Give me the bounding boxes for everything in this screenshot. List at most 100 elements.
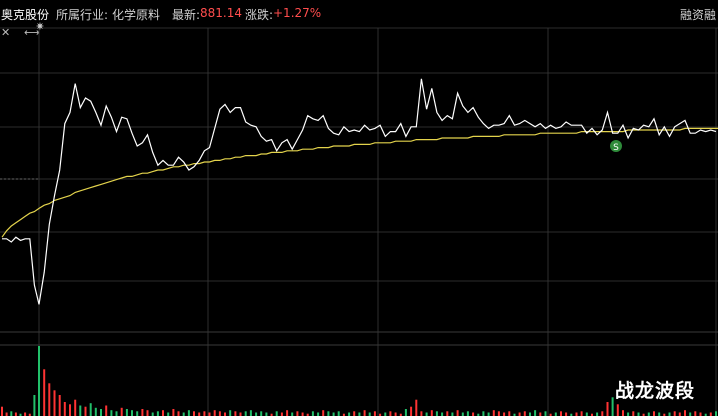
- last-price-value: 881.14: [200, 6, 242, 20]
- volume-bar: [327, 411, 330, 416]
- volume-bar: [596, 412, 599, 416]
- volume-bar: [100, 409, 102, 416]
- volume-bar: [492, 410, 495, 416]
- stock-name[interactable]: 奥克股份: [1, 8, 50, 22]
- volume-bar: [120, 407, 123, 416]
- volume-bar: [441, 412, 444, 416]
- volume-bar: [110, 410, 113, 416]
- volume-bar: [684, 410, 686, 416]
- volume-bar: [63, 402, 66, 416]
- volume-bar: [291, 412, 294, 416]
- volume-bar: [394, 412, 397, 416]
- volume-bar: [28, 413, 31, 416]
- volume-bar: [353, 411, 356, 416]
- volume-bar: [466, 411, 469, 416]
- volume-bar: [368, 412, 371, 416]
- volume-bar: [420, 411, 423, 416]
- volume-bar: [58, 395, 61, 416]
- volume-bar: [585, 412, 588, 416]
- volume-bar: [136, 411, 139, 416]
- volume-bar: [131, 410, 133, 416]
- volume-bar: [94, 407, 97, 416]
- volume-bar: [208, 412, 211, 416]
- close-icon[interactable]: ✕: [1, 26, 11, 39]
- volume-bar: [606, 402, 609, 416]
- volume-bar: [218, 411, 221, 416]
- change-value: +1.27%: [273, 6, 322, 20]
- volume-bar: [539, 412, 542, 416]
- industry-label: 所属行业:: [56, 8, 109, 22]
- volume-bar: [337, 411, 340, 416]
- volume-bar: [668, 412, 671, 416]
- volume-bar: [244, 411, 247, 416]
- volume-bar: [48, 383, 51, 416]
- watermark: 战龙波段: [615, 380, 696, 402]
- industry-value[interactable]: 化学原料: [112, 8, 161, 22]
- volume-bar: [317, 412, 320, 416]
- volume-bar: [203, 411, 206, 416]
- volume-bar: [534, 410, 537, 416]
- volume-bar: [461, 412, 464, 416]
- volume-bar: [249, 410, 252, 416]
- volume-bar: [601, 411, 604, 416]
- quote-header: 奥克股份 所属行业: 化学原料 最新: 881.14 涨跌: +1.27% 融资…: [0, 0, 718, 26]
- volume-bar: [575, 412, 578, 416]
- signal-marker-bg: [610, 140, 622, 152]
- volume-bar: [709, 412, 712, 416]
- volume-bar: [544, 411, 547, 416]
- margin-trading-link[interactable]: 融资融: [679, 8, 716, 22]
- volume-bar: [172, 409, 175, 416]
- volume-bar: [24, 412, 27, 416]
- signal-marker[interactable]: S: [610, 140, 622, 153]
- volume-bar: [105, 405, 108, 416]
- volume-bar: [446, 411, 449, 416]
- volume-bar: [627, 412, 630, 416]
- volume-bar: [637, 412, 640, 416]
- volume-bar: [513, 413, 516, 416]
- volume-bar: [456, 410, 459, 416]
- volume-bar: [529, 412, 531, 416]
- volume-bars: [1, 346, 717, 416]
- volume-bar: [332, 412, 335, 416]
- volume-bar: [678, 412, 681, 416]
- volume-bar: [162, 410, 164, 416]
- volume-bar: [570, 413, 573, 416]
- volume-bar: [43, 369, 46, 416]
- volume-bar: [234, 411, 237, 416]
- volume-bar: [260, 411, 263, 416]
- volume-bar: [5, 412, 8, 416]
- volume-bar: [503, 412, 506, 416]
- volume-bar: [415, 399, 418, 416]
- volume-bar: [1, 406, 3, 416]
- volume-bar: [565, 412, 568, 416]
- volume-bar: [451, 412, 454, 416]
- volume-bar: [704, 413, 707, 416]
- volume-bar: [342, 413, 345, 416]
- volume-bar: [497, 411, 500, 416]
- volume-bar: [79, 405, 82, 416]
- volume-bar: [53, 390, 56, 416]
- volume-bar: [193, 411, 195, 416]
- volume-bar: [404, 409, 407, 416]
- volume-bar: [642, 413, 645, 416]
- volume-bar: [14, 412, 17, 416]
- volume-bar: [658, 412, 661, 416]
- volume-bar: [33, 395, 36, 416]
- volume-bar: [301, 412, 304, 416]
- volume-bar: [229, 410, 232, 416]
- horizontal-resize-icon[interactable]: ⟷: [24, 26, 40, 39]
- volume-bar: [322, 410, 325, 416]
- volume-bar: [554, 412, 557, 416]
- volume-bar: [518, 412, 521, 416]
- volume-bar: [358, 412, 361, 416]
- signal-marker-label: S: [613, 143, 619, 153]
- volume-bar: [410, 406, 413, 416]
- volume-bar: [482, 411, 485, 416]
- chart-grid: [0, 27, 718, 416]
- volume-bar: [255, 412, 258, 416]
- volume-bar: [580, 411, 583, 416]
- volume-bar: [115, 411, 118, 416]
- volume-bar: [286, 410, 289, 416]
- volume-bar: [699, 412, 702, 416]
